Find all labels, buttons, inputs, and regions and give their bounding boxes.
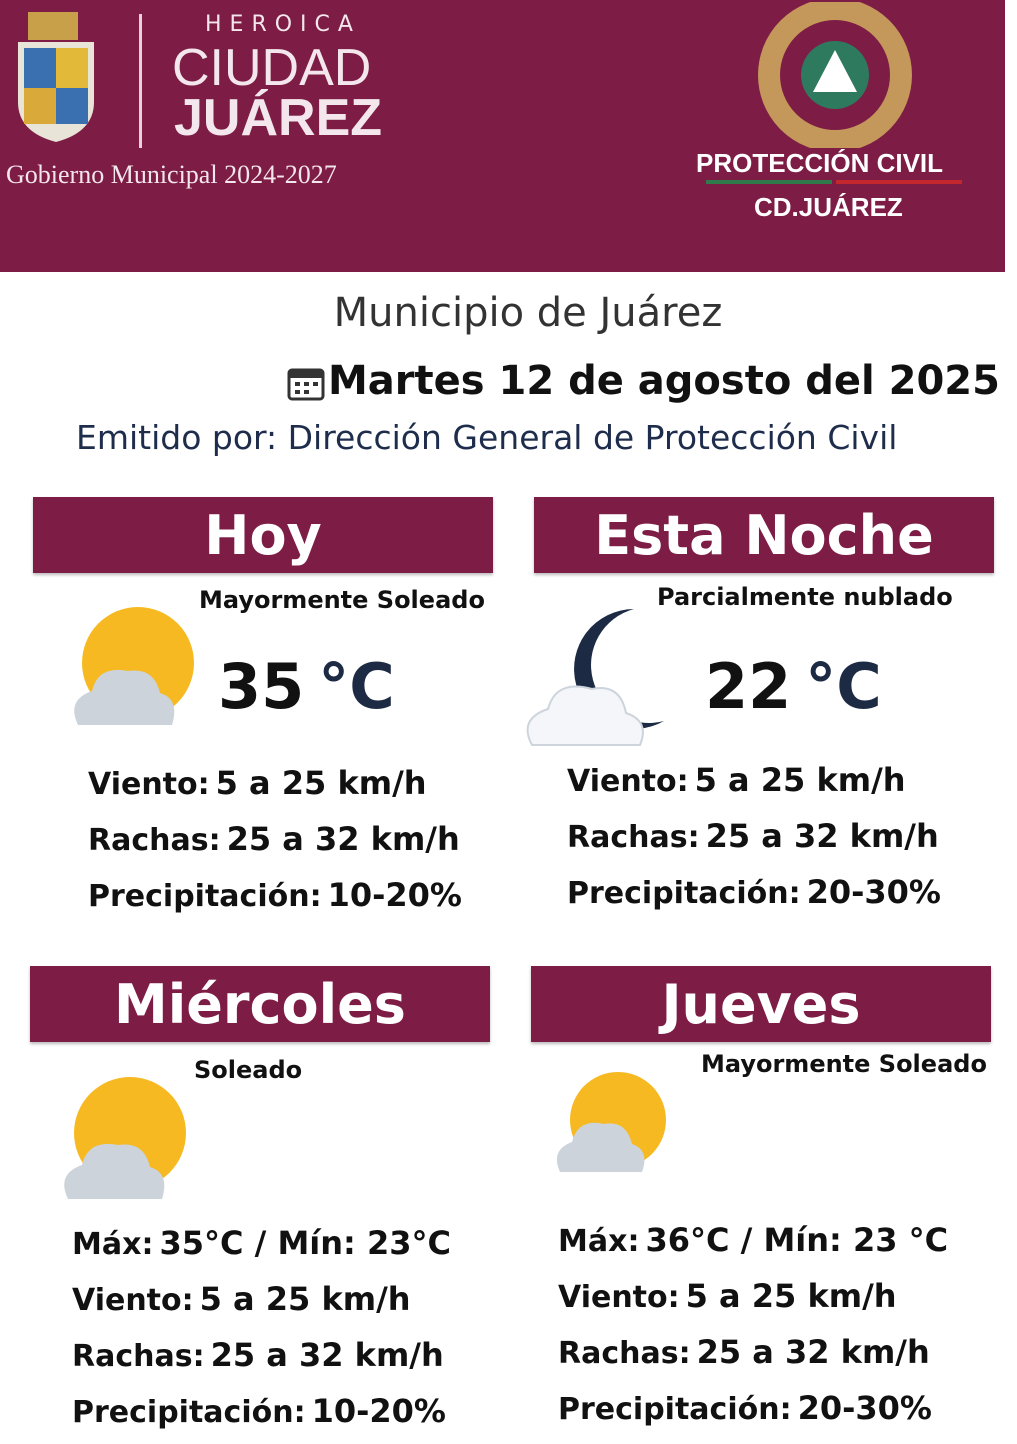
- ciudad-text: CIUDAD: [172, 39, 372, 97]
- temperature: 22 °C: [705, 650, 882, 723]
- precip-row: Precipitación: 10-20%: [88, 870, 462, 926]
- label: Viento:: [88, 767, 210, 802]
- value: 35°C / Mín: 23°C: [159, 1224, 451, 1262]
- pc-city: CD.JUÁREZ: [754, 192, 903, 222]
- label: Viento:: [567, 764, 689, 799]
- heading-jueves: Jueves: [531, 966, 991, 1042]
- wind-row: Viento: 5 a 25 km/h: [72, 1274, 451, 1330]
- flag-stripe-red: [836, 180, 962, 184]
- condition: Parcialmente nublado: [657, 583, 953, 611]
- label: Rachas:: [567, 820, 700, 855]
- value: 5 a 25 km/h: [215, 764, 427, 802]
- logo-divider: [139, 14, 142, 148]
- gust-row: Rachas: 25 a 32 km/h: [567, 811, 941, 867]
- pc-title: PROTECCIÓN CIVIL: [696, 148, 944, 178]
- label: Precipitación:: [88, 879, 322, 914]
- wind-row: Viento: 5 a 25 km/h: [88, 758, 462, 814]
- temp-value: 22: [705, 650, 792, 723]
- heroica-text: HEROICA: [205, 12, 361, 37]
- issued-by: Emitido por: Dirección General de Protec…: [76, 418, 898, 457]
- label: Viento:: [72, 1283, 194, 1318]
- proteccion-civil-logo-icon: [758, 2, 912, 148]
- label: Rachas:: [558, 1336, 691, 1371]
- max-min-row: Máx: 36°C / Mín: 23 °C: [558, 1215, 948, 1271]
- value: 5 a 25 km/h: [694, 761, 906, 799]
- label: Precipitación:: [558, 1392, 792, 1427]
- wind-row: Viento: 5 a 25 km/h: [558, 1271, 948, 1327]
- label: Máx:: [558, 1224, 640, 1259]
- value: 5 a 25 km/h: [199, 1280, 411, 1318]
- precip-row: Precipitación: 10-20%: [72, 1386, 451, 1442]
- condition: Mayormente Soleado: [701, 1050, 987, 1078]
- label: Precipitación:: [567, 876, 801, 911]
- condition: Soleado: [194, 1056, 303, 1084]
- value: 25 a 32 km/h: [696, 1333, 930, 1371]
- calendar-icon: [287, 368, 325, 401]
- value: 25 a 32 km/h: [226, 820, 460, 858]
- precip-row: Precipitación: 20-30%: [567, 867, 941, 923]
- value: 5 a 25 km/h: [685, 1277, 897, 1315]
- flag-stripe-green: [706, 180, 832, 184]
- gust-row: Rachas: 25 a 32 km/h: [88, 814, 462, 870]
- max-min-row: Máx: 35°C / Mín: 23°C: [72, 1218, 451, 1274]
- condition: Mayormente Soleado: [199, 586, 485, 614]
- gust-row: Rachas: 25 a 32 km/h: [72, 1330, 451, 1386]
- temperature: 35 °C: [218, 650, 395, 723]
- value: 36°C / Mín: 23 °C: [645, 1221, 949, 1259]
- heading-hoy: Hoy: [33, 497, 493, 573]
- details-hoy: Viento: 5 a 25 km/h Rachas: 25 a 32 km/h P…: [88, 758, 462, 926]
- label: Máx:: [72, 1227, 154, 1262]
- label: Rachas:: [72, 1339, 205, 1374]
- temp-unit: °C: [805, 650, 882, 723]
- details-jueves: Máx: 36°C / Mín: 23 °C Viento: 5 a 25 km/h…: [558, 1215, 948, 1439]
- value: 10-20%: [327, 876, 462, 914]
- juarez-text: JUÁREZ: [174, 89, 383, 147]
- gobierno-text: Gobierno Municipal 2024-2027: [6, 160, 337, 189]
- sun-cloud-icon: [64, 1077, 186, 1199]
- label: Precipitación:: [72, 1395, 306, 1430]
- value: 25 a 32 km/h: [210, 1336, 444, 1374]
- date-text: Martes 12 de agosto del 2025: [328, 358, 1000, 404]
- header-banner: HEROICA CIUDAD JUÁREZ Gobierno Municipal…: [0, 0, 1005, 272]
- value: 20-30%: [797, 1389, 932, 1427]
- wind-row: Viento: 5 a 25 km/h: [567, 755, 941, 811]
- moon-cloud-icon: [526, 609, 664, 746]
- value: 20-30%: [806, 873, 941, 911]
- gust-row: Rachas: 25 a 32 km/h: [558, 1327, 948, 1383]
- temp-value: 35: [218, 650, 305, 723]
- label: Viento:: [558, 1280, 680, 1315]
- details-esta-noche: Viento: 5 a 25 km/h Rachas: 25 a 32 km/h P…: [567, 755, 941, 923]
- details-miercoles: Máx: 35°C / Mín: 23°C Viento: 5 a 25 km/h …: [72, 1218, 451, 1442]
- page-title: Municipio de Juárez: [333, 290, 723, 336]
- value: 25 a 32 km/h: [705, 817, 939, 855]
- sun-cloud-icon: [556, 1072, 666, 1172]
- heading-esta-noche: Esta Noche: [534, 497, 994, 573]
- precip-row: Precipitación: 20-30%: [558, 1383, 948, 1439]
- temp-unit: °C: [318, 650, 395, 723]
- sun-cloud-icon: [74, 607, 194, 725]
- coat-of-arms-icon: [18, 12, 94, 142]
- label: Rachas:: [88, 823, 221, 858]
- value: 10-20%: [311, 1392, 446, 1430]
- heading-miercoles: Miércoles: [30, 966, 490, 1042]
